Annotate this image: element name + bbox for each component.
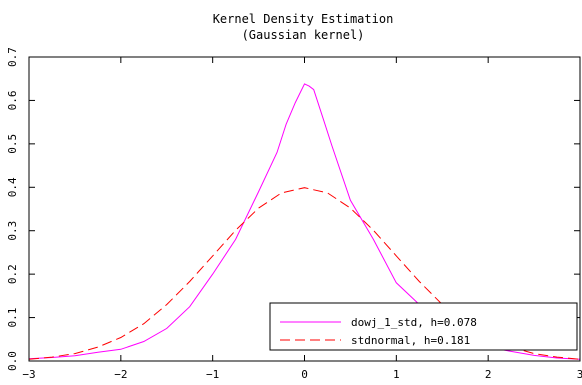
legend: dowj_1_std, h=0.078 stdnormal, h=0.181 bbox=[269, 302, 578, 351]
x-tick-label-6: 3 bbox=[577, 368, 582, 381]
y-tick-label-7: 0.7 bbox=[6, 47, 19, 67]
x-tick-label-5: 2 bbox=[485, 368, 492, 381]
x-tick-label-1: −2 bbox=[114, 368, 127, 381]
x-tick-label-2: −1 bbox=[206, 368, 219, 381]
legend-label-stdnormal: stdnormal, h=0.181 bbox=[351, 334, 470, 347]
y-tick-label-3: 0.3 bbox=[6, 221, 19, 241]
legend-box bbox=[269, 302, 578, 351]
x-tick-label-0: −3 bbox=[22, 368, 35, 381]
chart-title: Kernel Density Estimation bbox=[213, 12, 394, 26]
y-tick-label-2: 0.2 bbox=[6, 264, 19, 284]
x-tick-label-3: 0 bbox=[301, 368, 308, 381]
y-tick-label-5: 0.5 bbox=[6, 134, 19, 154]
y-tick-label-6: 0.6 bbox=[6, 90, 19, 110]
y-tick-label-4: 0.4 bbox=[6, 177, 19, 197]
tick-layer: −3 −2 −1 0 1 2 3 0.0 0.1 0.2 0.3 0.4 0.5 0.6 0.7 bbox=[6, 47, 582, 381]
x-tick-label-4: 1 bbox=[393, 368, 400, 381]
y-tick-label-0: 0.0 bbox=[6, 351, 19, 371]
legend-label-dowj: dowj_1_std, h=0.078 bbox=[351, 316, 477, 329]
y-tick-label-1: 0.1 bbox=[6, 308, 19, 328]
chart-subtitle: (Gaussian kernel) bbox=[242, 28, 365, 42]
